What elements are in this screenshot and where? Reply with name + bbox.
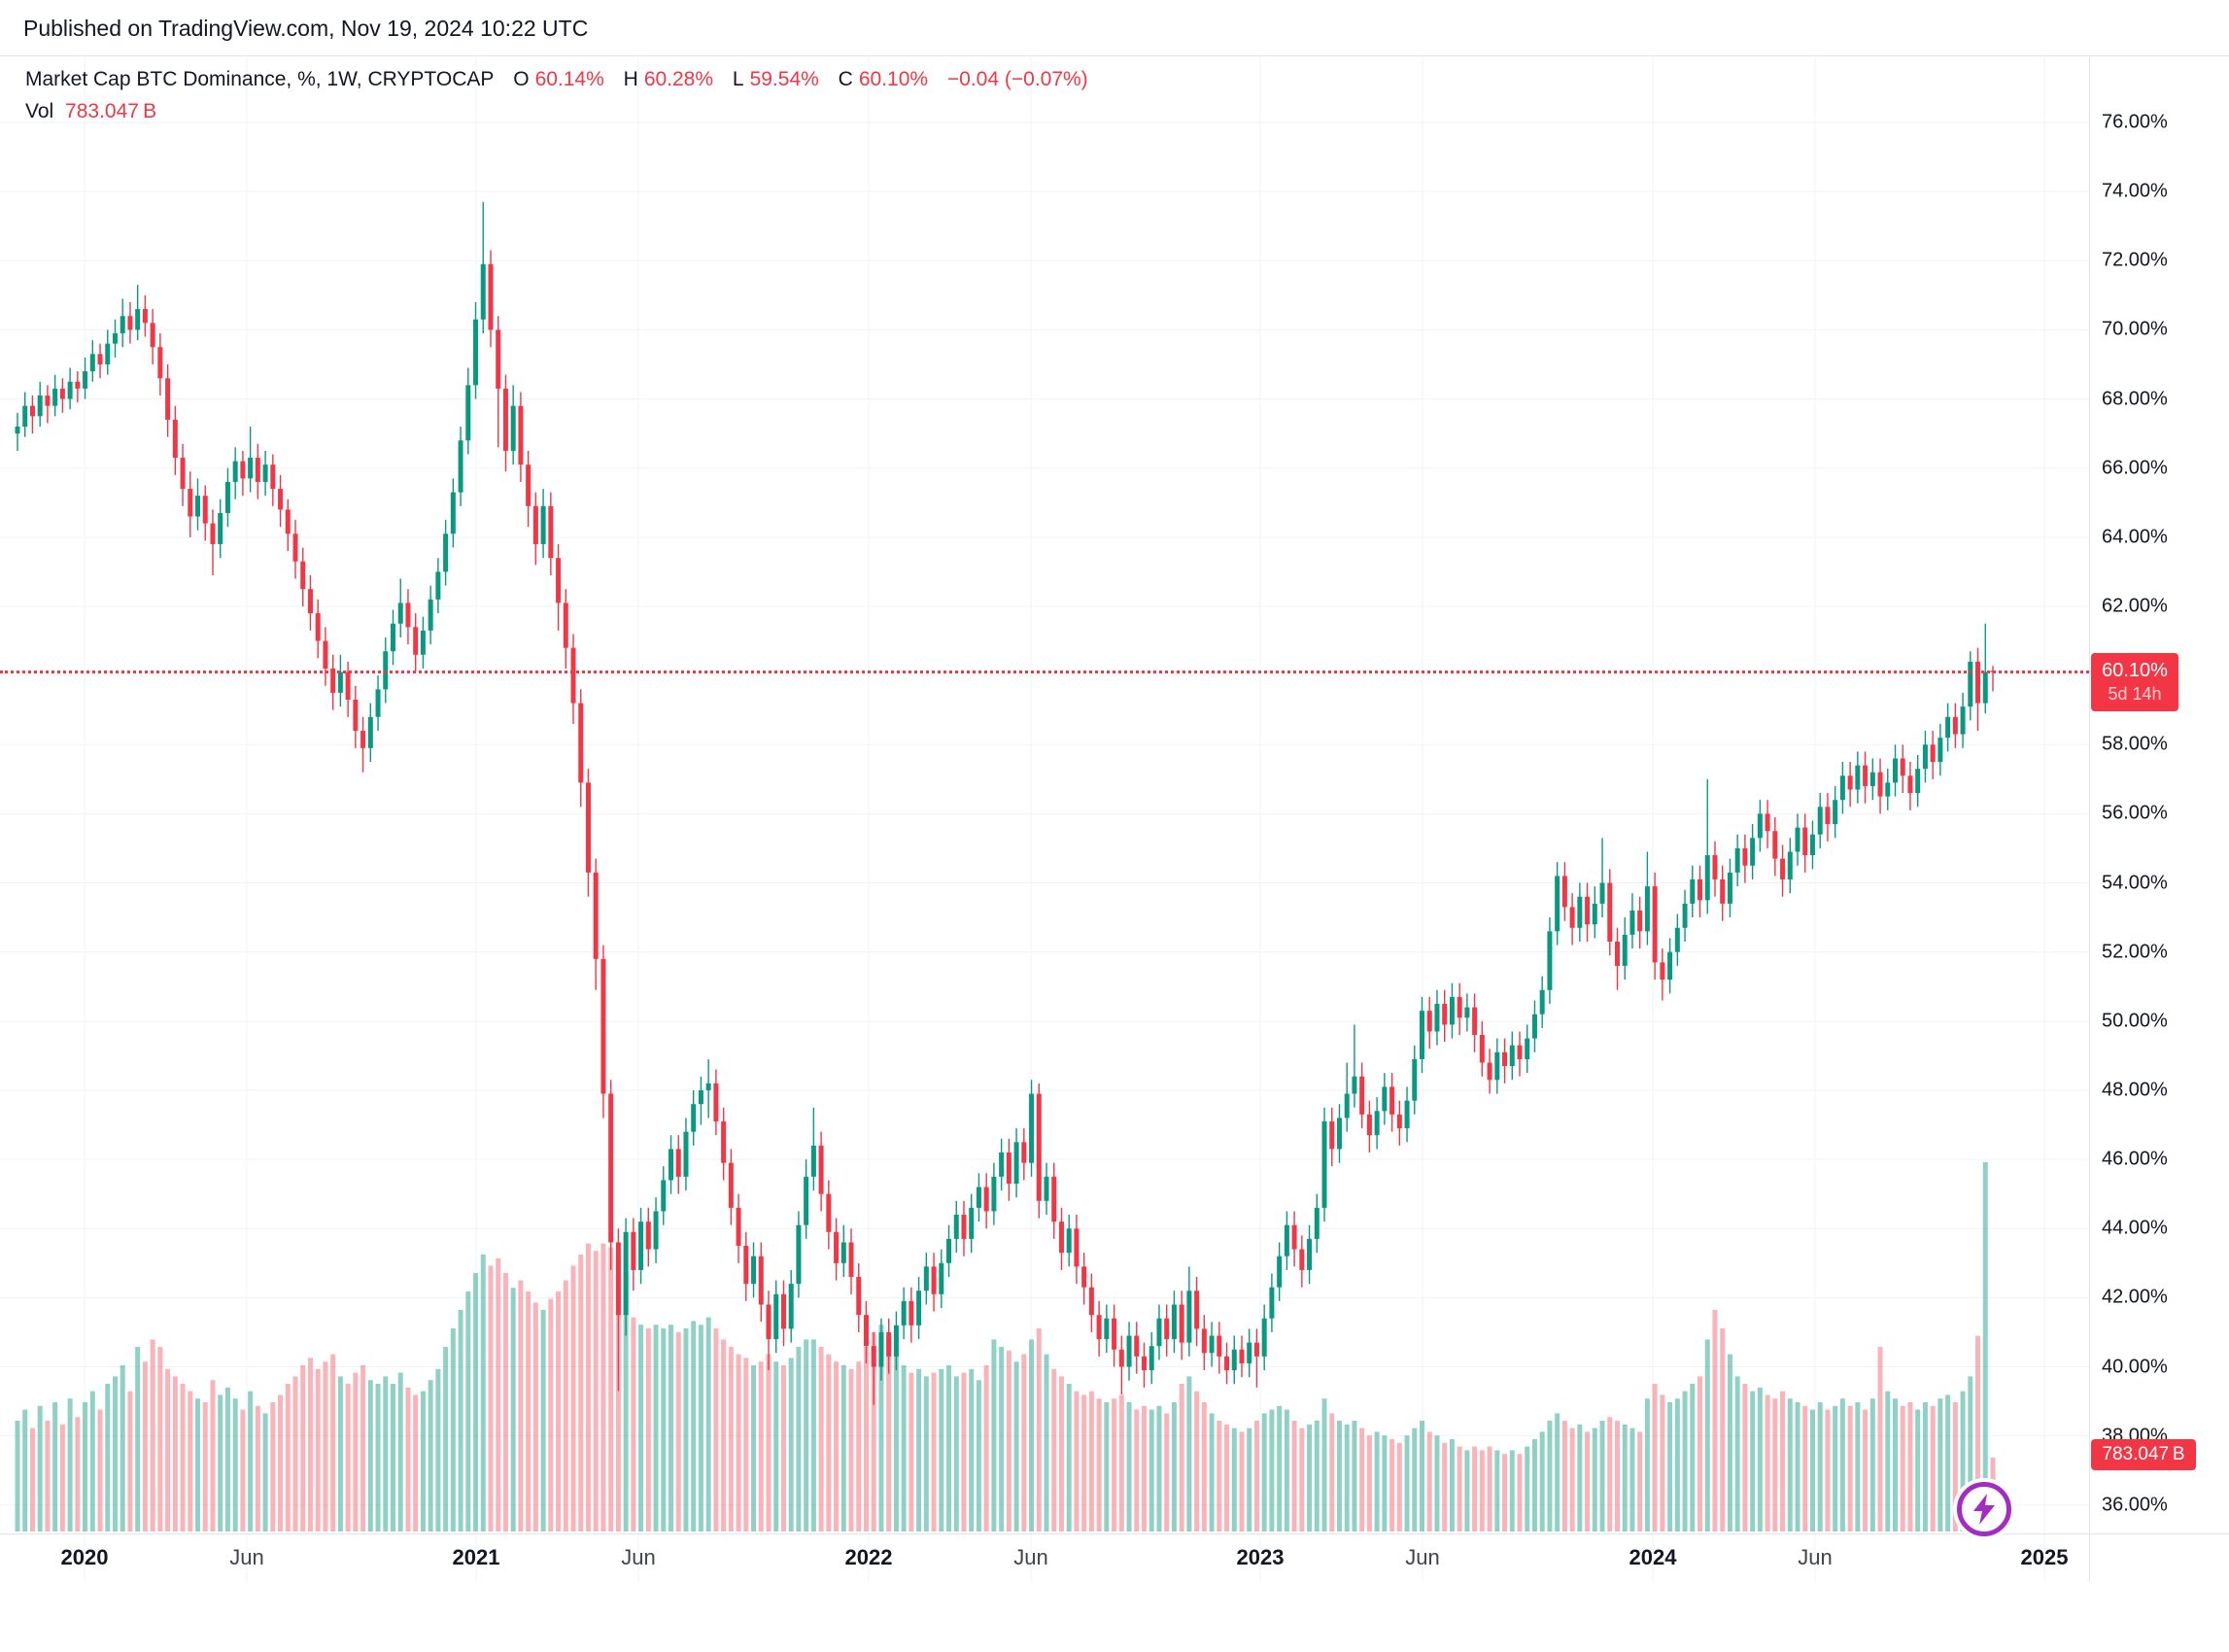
x-axis-month-label: Jun bbox=[1798, 1545, 1833, 1569]
y-axis-label: 74.00% bbox=[2102, 180, 2168, 202]
y-axis-label: 40.00% bbox=[2102, 1356, 2168, 1378]
volume-badge: 783.047 B bbox=[2091, 1439, 2196, 1470]
high-label: H bbox=[623, 68, 638, 90]
x-axis-year-label: 2023 bbox=[1236, 1545, 1285, 1569]
y-axis-label: 44.00% bbox=[2102, 1217, 2168, 1239]
x-axis-year-label: 2025 bbox=[2020, 1545, 2069, 1569]
y-axis-label: 66.00% bbox=[2102, 457, 2168, 479]
change-value: −0.04 (−0.07%) bbox=[946, 68, 1088, 90]
volume-label: Vol bbox=[25, 100, 54, 122]
open-value: 60.14% bbox=[534, 68, 604, 90]
symbol-title[interactable]: Market Cap BTC Dominance, %, 1W, CRYPTOC… bbox=[25, 68, 495, 90]
y-axis-label: 68.00% bbox=[2102, 388, 2168, 410]
x-axis-month-label: Jun bbox=[1013, 1545, 1048, 1569]
y-axis-label: 64.00% bbox=[2102, 526, 2168, 548]
price-chart-canvas[interactable] bbox=[0, 55, 2229, 1582]
last-price-badge: 60.10% 5d 14h bbox=[2091, 653, 2178, 711]
volume-value: 783.047 B bbox=[65, 100, 157, 122]
bar-countdown: 5d 14h bbox=[2108, 684, 2162, 704]
y-axis-label: 42.00% bbox=[2102, 1286, 2168, 1308]
x-axis-year-label: 2022 bbox=[844, 1545, 893, 1569]
y-axis-label: 48.00% bbox=[2102, 1079, 2168, 1101]
x-axis-year-label: 2021 bbox=[452, 1545, 500, 1569]
y-axis-label: 72.00% bbox=[2102, 249, 2168, 271]
lightning-bolt-glyph bbox=[1973, 1494, 1995, 1525]
price-axis-border bbox=[2089, 55, 2090, 1582]
x-axis-month-label: Jun bbox=[1405, 1545, 1440, 1569]
x-axis-month-label: Jun bbox=[229, 1545, 264, 1569]
y-axis-label: 62.00% bbox=[2102, 595, 2168, 617]
y-axis-label: 36.00% bbox=[2102, 1494, 2168, 1516]
published-timestamp: Published on TradingView.com, Nov 19, 20… bbox=[23, 16, 589, 41]
low-label: L bbox=[732, 68, 744, 90]
lightning-icon[interactable] bbox=[1957, 1482, 2011, 1536]
y-axis-label: 56.00% bbox=[2102, 802, 2168, 824]
y-axis-label: 54.00% bbox=[2102, 872, 2168, 894]
footer: TradingView bbox=[0, 1582, 2229, 1652]
last-price-value: 60.10% bbox=[2102, 660, 2168, 681]
y-axis-label: 50.00% bbox=[2102, 1010, 2168, 1032]
high-value: 60.28% bbox=[643, 68, 714, 90]
y-axis-label: 58.00% bbox=[2102, 733, 2168, 755]
open-label: O bbox=[513, 68, 530, 90]
low-value: 59.54% bbox=[749, 68, 819, 90]
y-axis-label: 46.00% bbox=[2102, 1148, 2168, 1170]
header-divider bbox=[0, 55, 2229, 56]
x-axis-year-label: 2020 bbox=[60, 1545, 109, 1569]
x-axis-month-label: Jun bbox=[621, 1545, 656, 1569]
y-axis-label: 76.00% bbox=[2102, 111, 2168, 133]
last-price-line bbox=[0, 671, 2089, 673]
y-axis-label: 52.00% bbox=[2102, 941, 2168, 963]
close-value: 60.10% bbox=[858, 68, 929, 90]
chart-legend[interactable]: Market Cap BTC Dominance, %, 1W, CRYPTOC… bbox=[25, 68, 1094, 123]
close-label: C bbox=[838, 68, 853, 90]
y-axis-label: 70.00% bbox=[2102, 318, 2168, 340]
time-axis-divider bbox=[0, 1533, 2229, 1534]
x-axis-year-label: 2024 bbox=[1629, 1545, 1677, 1569]
